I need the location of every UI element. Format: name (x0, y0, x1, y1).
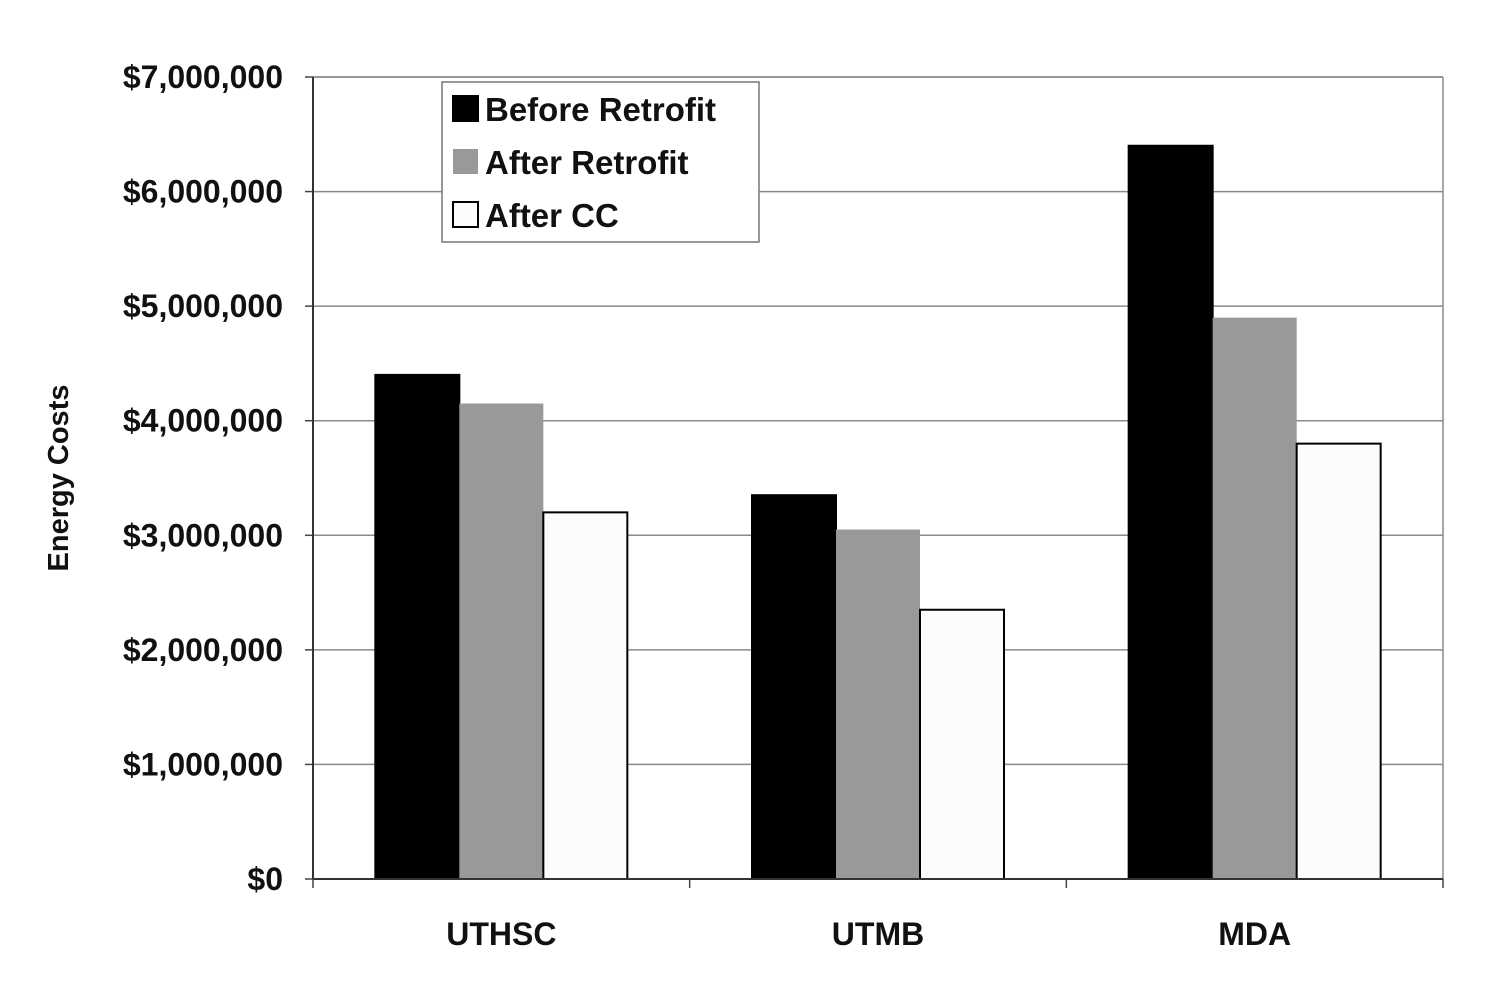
legend-box (441, 81, 760, 243)
legend-label: Before Retrofit (485, 91, 716, 128)
bar-utmb-after-cc (919, 608, 1005, 880)
legend: Before Retrofit After Retrofit After CC (441, 81, 760, 243)
y-tick-label: $6,000,000 (123, 174, 283, 210)
bar-utmb-after-retrofit (836, 529, 920, 879)
y-tick-labels: $0 $1,000,000 $2,000,000 $3,000,000 $4,000,0… (123, 59, 283, 897)
legend-swatch (452, 95, 479, 122)
y-tick-label: $2,000,000 (123, 632, 283, 668)
legend-label: After CC (485, 197, 619, 234)
bar-mda-after-retrofit (1212, 317, 1297, 880)
legend-label: After Retrofit (485, 144, 689, 181)
legend-swatch (453, 149, 478, 174)
y-tick-label: $4,000,000 (123, 403, 283, 439)
x-category-label: UTMB (832, 916, 924, 952)
bar-mda-after-cc (1295, 442, 1382, 880)
bar-uthsc-after-retrofit (459, 403, 544, 879)
x-category-label: UTHSC (446, 916, 556, 952)
y-tick-label: $1,000,000 (123, 746, 283, 782)
bar-uthsc-before-retrofit (374, 373, 461, 880)
y-axis-title: Energy Costs (43, 385, 75, 572)
bar-mda-before-retrofit (1127, 144, 1214, 880)
y-tick-label: $0 (247, 861, 283, 897)
bars (374, 144, 1382, 880)
y-tick-label: $5,000,000 (123, 288, 283, 324)
axes (305, 76, 1444, 888)
y-tick-label: $3,000,000 (123, 517, 283, 553)
bar-uthsc-after-cc (542, 511, 629, 880)
legend-swatch (452, 201, 479, 228)
x-category-labels: UTHSC UTMB MDA (446, 916, 1291, 952)
x-category-label: MDA (1218, 916, 1291, 952)
bar-utmb-before-retrofit (751, 494, 837, 880)
y-tick-label: $7,000,000 (123, 59, 283, 95)
